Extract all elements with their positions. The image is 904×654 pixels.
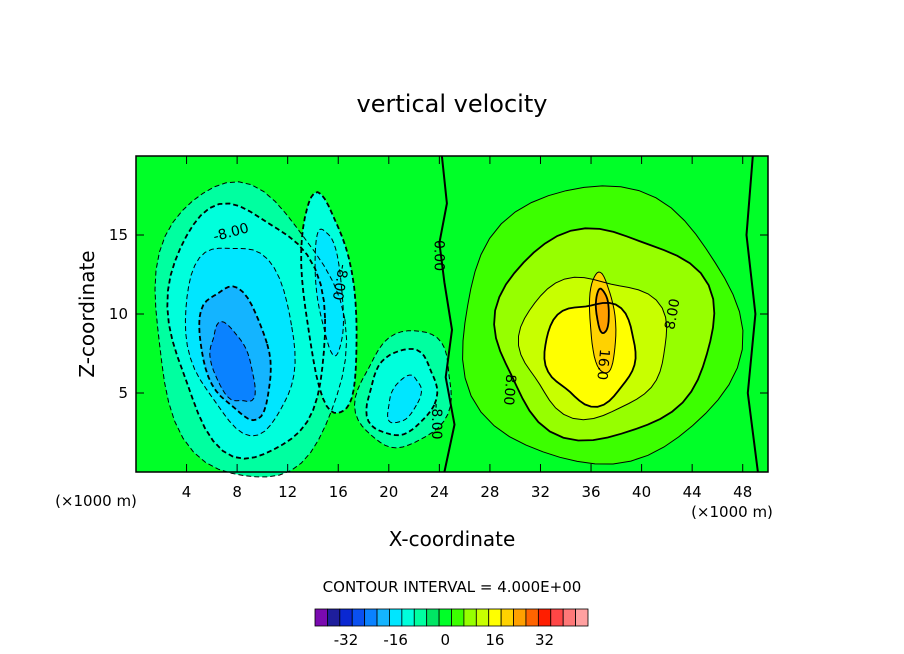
x-tick-label: 36 <box>581 483 600 501</box>
colorbar-swatch <box>413 608 428 627</box>
zero-contour-line <box>745 155 759 473</box>
contour-line <box>493 227 716 442</box>
x-unit-right: (×1000 m) <box>691 503 773 521</box>
colorbar-tick-label: 16 <box>485 631 504 649</box>
x-unit-left: (×1000 m) <box>55 492 137 510</box>
y-tick-label: 15 <box>109 226 128 244</box>
colorbar-tick-labels: -32 -16 0 16 32 <box>334 631 554 649</box>
colorbar-swatch <box>525 608 539 627</box>
colorbar-swatch <box>451 608 465 627</box>
colorbar-swatch <box>389 608 403 627</box>
x-tick-label: 44 <box>683 483 702 501</box>
chart-title: vertical velocity <box>357 90 548 118</box>
x-axis-ticks: 4 8 12 16 20 24 28 32 36 40 44 48 <box>182 156 752 501</box>
colorbar-tick-label: 0 <box>441 631 451 649</box>
contour-fill-region <box>315 229 344 357</box>
colorbar-swatch <box>351 608 366 627</box>
contour-label: 0.00 <box>430 240 446 271</box>
colorbar-swatch <box>339 608 353 627</box>
colorbar-swatch <box>562 608 576 627</box>
contour-line <box>154 181 348 478</box>
contour-label: 16.0 <box>593 348 612 380</box>
colorbar-swatch <box>513 608 527 627</box>
contour-line <box>462 185 744 465</box>
contour-interval-text: CONTOUR INTERVAL = 4.000E+00 <box>323 578 582 596</box>
contour-fills <box>155 181 743 477</box>
contour-line <box>166 202 327 460</box>
colorbar-swatch <box>500 608 514 627</box>
x-tick-label: 12 <box>278 483 297 501</box>
contour-fill-region <box>595 288 609 334</box>
contour-label: 8.00 <box>662 297 683 330</box>
contour-line <box>184 247 296 437</box>
x-tick-label: 4 <box>182 483 192 501</box>
contour-line <box>594 287 610 335</box>
x-axis-label: X-coordinate <box>389 527 516 551</box>
colorbar-swatch <box>401 608 415 627</box>
contour-fill-region <box>209 321 256 402</box>
x-tick-label: 24 <box>430 483 449 501</box>
colorbar <box>314 608 589 627</box>
y-axis-ticks: 5 10 15 <box>109 226 768 402</box>
x-tick-label: 48 <box>733 483 752 501</box>
contour-line <box>209 320 256 402</box>
contour-line <box>365 348 439 437</box>
x-tick-label: 20 <box>379 483 398 501</box>
contour-line <box>314 228 345 357</box>
colorbar-swatch <box>426 608 440 627</box>
colorbar-swatch <box>550 608 564 627</box>
y-tick-label: 5 <box>118 384 128 402</box>
x-tick-label: 40 <box>632 483 651 501</box>
colorbar-swatch <box>376 608 390 627</box>
x-tick-label: 32 <box>531 483 550 501</box>
colorbar-swatch <box>364 608 378 627</box>
colorbar-swatch <box>488 608 502 627</box>
x-tick-label: 8 <box>232 483 242 501</box>
contour-line <box>300 191 358 414</box>
contour-label: 8.00 <box>500 374 519 406</box>
colorbar-swatch <box>537 608 552 627</box>
contour-line <box>353 330 452 449</box>
contour-lines <box>154 155 759 478</box>
colorbar-tick-label: 32 <box>535 631 554 649</box>
colorbar-swatch <box>314 608 328 627</box>
contour-line <box>543 301 637 408</box>
x-tick-label: 16 <box>329 483 348 501</box>
contour-line <box>588 271 617 374</box>
zero-contour-line <box>438 155 456 473</box>
y-tick-label: 10 <box>109 305 128 323</box>
x-tick-label: 28 <box>480 483 499 501</box>
colorbar-tick-label: -32 <box>334 631 359 649</box>
colorbar-swatch <box>463 608 477 627</box>
colorbar-tick-label: -16 <box>383 631 408 649</box>
contour-label: -8.00 <box>428 403 444 439</box>
contour-line <box>518 276 668 421</box>
contour-line <box>198 285 272 422</box>
contour-label: -8.00 <box>329 263 351 301</box>
colorbar-swatch <box>438 608 452 627</box>
colorbar-swatch <box>327 608 341 627</box>
contour-fill-region <box>387 375 422 423</box>
colorbar-swatch <box>475 608 490 627</box>
y-axis-label: Z-coordinate <box>75 250 99 377</box>
colorbar-swatch <box>575 608 589 627</box>
